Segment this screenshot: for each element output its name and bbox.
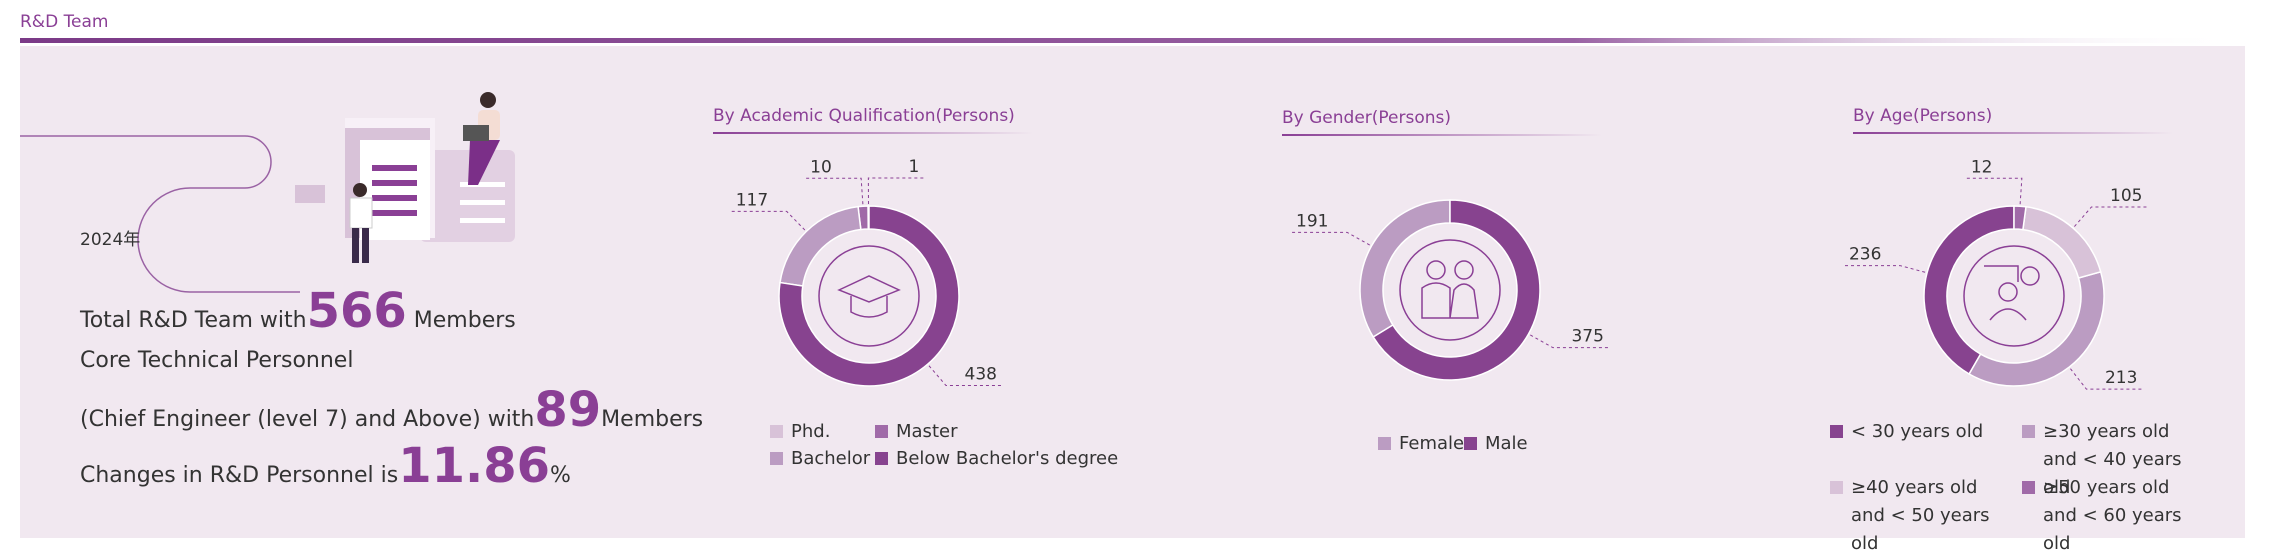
icon-part <box>1454 260 1474 280</box>
leader-line <box>2070 368 2142 390</box>
icon-part <box>1998 282 2018 302</box>
legend-label: Female <box>1399 433 1465 454</box>
leader-line <box>731 210 806 231</box>
legend-item: Bachelor <box>770 445 1090 473</box>
value-label: 438 <box>965 364 997 384</box>
icon-part <box>1421 282 1479 319</box>
text: Total R&D Team with <box>80 308 307 333</box>
leader-line <box>806 177 864 205</box>
inner-ring <box>1399 239 1501 341</box>
legend-swatch <box>770 425 783 438</box>
summary-line: Total R&D Team with566 Members <box>80 283 516 339</box>
icon-part <box>1984 265 2027 321</box>
chart-title: By Age(Persons) <box>1853 106 1992 126</box>
legend-label: Below Bachelor's degree <box>896 448 1119 469</box>
legend-label: ≥30 years old and < 40 years old <box>2043 421 2182 498</box>
illustration <box>20 92 515 293</box>
legend-swatch <box>1378 437 1391 450</box>
leader-line <box>1966 177 2023 205</box>
legend-item: Master <box>875 418 1195 446</box>
number: 89 <box>534 382 602 438</box>
legend-item: ≥50 years old and < 60 years old <box>2022 474 2202 558</box>
legend-item: Phd. <box>770 418 1090 446</box>
value-label: 191 <box>1296 211 1328 231</box>
value-label: 105 <box>2110 186 2142 206</box>
summary-line: Core Technical Personnel <box>80 348 353 373</box>
icon-part <box>2020 266 2040 286</box>
canvas: R&D Team By Academic Qualification(Perso… <box>20 12 2245 538</box>
unit: Members <box>413 308 516 333</box>
number: 566 <box>306 283 407 339</box>
header-title: R&D Team <box>20 12 109 32</box>
legend-swatch <box>770 452 783 465</box>
number: 11.86 <box>398 438 551 494</box>
center-icon <box>1984 265 2040 321</box>
legend-item: < 30 years old <box>1830 418 2010 446</box>
value-label: 236 <box>1849 245 1881 265</box>
inner-ring <box>818 245 920 347</box>
leader-line <box>2074 206 2147 227</box>
unit: % <box>550 463 571 488</box>
legend-label: Master <box>896 421 958 442</box>
legend-swatch <box>875 452 888 465</box>
value-label: 375 <box>1571 327 1603 347</box>
legend-item: Below Bachelor's degree <box>875 445 1195 473</box>
legend-item: Male <box>1464 430 1584 458</box>
value-label: 1 <box>909 157 920 177</box>
year: 2024年 <box>80 230 141 250</box>
inner-ring <box>1963 245 2065 347</box>
legend-label: ≥40 years old and < 50 years old <box>1851 477 1990 554</box>
legend-label: Bachelor <box>791 448 871 469</box>
leader-line <box>1844 265 1926 273</box>
summary-line: Changes in R&D Personnel is11.86% <box>80 438 571 494</box>
center-icon <box>1421 260 1479 319</box>
legend-label: ≥50 years old and < 60 years old <box>2043 477 2182 554</box>
value-label: 12 <box>1971 157 1993 177</box>
title-rule <box>713 132 1033 134</box>
legend-label: Phd. <box>791 421 831 442</box>
chart-title: By Gender(Persons) <box>1282 108 1451 128</box>
value-label: 117 <box>736 190 768 210</box>
leader-line <box>1292 231 1370 246</box>
legend-swatch <box>875 425 888 438</box>
legend-swatch <box>2022 425 2035 438</box>
donut-segment <box>1372 199 1541 381</box>
icon-part <box>837 275 901 318</box>
leader-line <box>867 177 924 205</box>
title-rule <box>1282 134 1602 136</box>
value-label: 213 <box>2105 368 2137 388</box>
legend-label: Male <box>1485 433 1528 454</box>
text: Core Technical Personnel <box>80 348 354 373</box>
icon-part <box>1426 260 1446 280</box>
legend-label: < 30 years old <box>1851 421 1984 442</box>
donut-segment <box>778 205 960 387</box>
donut-segment <box>2013 205 2027 231</box>
chart-title: By Academic Qualification(Persons) <box>713 106 1015 126</box>
legend-swatch <box>1830 481 1843 494</box>
unit: Members <box>601 407 704 432</box>
summary-line: (Chief Engineer (level 7) and Above) wit… <box>80 382 703 438</box>
legend-swatch <box>1830 425 1843 438</box>
legend-swatch <box>1464 437 1477 450</box>
legend-item: ≥30 years old and < 40 years old <box>2022 418 2202 502</box>
legend-swatch <box>2022 481 2035 494</box>
dashboard: R&D Team By Academic Qualification(Perso… <box>20 12 2245 554</box>
legend-item: ≥40 years old and < 50 years old <box>1830 474 2010 558</box>
text: Changes in R&D Personnel is <box>80 463 399 488</box>
leader-line <box>1530 334 1608 349</box>
leader-line <box>928 365 1001 386</box>
value-label: 10 <box>810 157 832 177</box>
title-rule <box>1853 132 2173 134</box>
center-icon <box>837 275 901 318</box>
header-rule <box>20 38 2240 43</box>
text: (Chief Engineer (level 7) and Above) wit… <box>80 407 535 432</box>
legend-item: Female <box>1378 430 1498 458</box>
